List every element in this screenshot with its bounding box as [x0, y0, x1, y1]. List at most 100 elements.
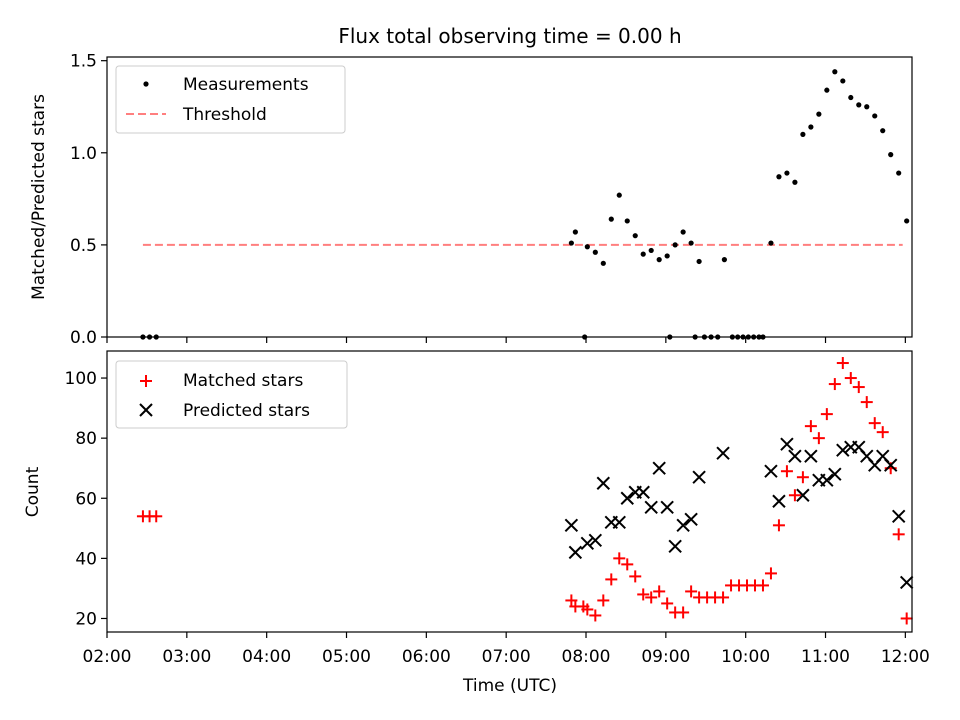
measurement-point: [592, 249, 598, 255]
bottom-panel: 20 40 60 80 100 02:00 03:00 04:00 05:00 06:00 07:…: [23, 350, 930, 696]
bottom-y-tick-label: 20: [75, 609, 97, 629]
x-tick-label: 12:00: [881, 647, 930, 667]
matched-star-point: [772, 519, 785, 532]
bottom-panel-y-label: Count: [23, 466, 43, 517]
measurement-point: [600, 260, 606, 266]
predicted-star-point: [884, 458, 898, 472]
matched-star-point: [605, 573, 618, 586]
x-tick-label: 09:00: [641, 647, 690, 667]
legend-matched-marker: [140, 375, 152, 387]
measurement-point: [824, 87, 830, 93]
x-tick-label: 08:00: [562, 647, 611, 667]
top-panel-y-axis: 0.0 0.5 1.0 1.5: [70, 52, 107, 348]
matched-star-point: [581, 603, 594, 616]
predicted-star-point: [676, 518, 690, 533]
predicted-star-point: [612, 515, 626, 530]
matched-star-point: [780, 465, 793, 478]
predicted-star-point: [828, 467, 842, 481]
measurement-point: [608, 216, 614, 222]
top-y-tick-label: 1.5: [70, 52, 97, 72]
predicted-star-point: [716, 446, 730, 460]
measurement-point: [816, 111, 822, 117]
matched-star-point: [661, 597, 674, 610]
matched-star-point: [629, 570, 642, 583]
matched-star-point: [892, 528, 905, 541]
x-tick-label: 04:00: [242, 647, 291, 667]
bottom-panel-marks: [136, 357, 914, 625]
predicted-star-point: [764, 464, 778, 478]
predicted-star-point: [692, 470, 706, 484]
measurement-point: [784, 170, 790, 176]
predicted-star-point: [596, 476, 611, 490]
predicted-star-point: [780, 437, 794, 451]
matched-star-point: [868, 417, 881, 430]
legend-matched-label: Matched stars: [183, 371, 303, 391]
matched-star-point: [796, 471, 809, 484]
x-tick-label: 06:00: [402, 647, 451, 667]
measurement-point: [664, 253, 670, 259]
matched-star-point: [876, 426, 889, 439]
matched-star-point: [852, 381, 865, 394]
legend-measurements-label: Measurements: [183, 75, 309, 95]
measurement-point: [880, 128, 886, 134]
measurement-point: [624, 218, 630, 224]
matched-star-point: [565, 594, 578, 607]
predicted-star-point: [772, 494, 786, 508]
measurement-point: [680, 229, 686, 235]
measurement-point: [568, 240, 574, 246]
predicted-star-point: [796, 488, 810, 502]
bottom-legend-box: [115, 360, 348, 429]
measurement-point: [848, 94, 854, 101]
legend-measurements-marker: [143, 81, 149, 87]
bottom-y-tick-label: 100: [65, 369, 97, 389]
matched-star-point: [597, 594, 610, 607]
bottom-panel-y-axis: 20 40 60 80 100: [65, 369, 107, 629]
predicted-star-point: [891, 509, 906, 524]
measurement-point: [864, 104, 870, 110]
top-panel-legend: Measurements Threshold: [115, 65, 346, 134]
matched-star-point: [900, 612, 913, 625]
predicted-star-point: [588, 533, 603, 548]
measurement-point: [632, 233, 638, 239]
predicted-star-point: [804, 449, 818, 463]
matched-star-point: [820, 408, 833, 421]
legend-predicted-marker: [139, 403, 153, 417]
measurement-point: [904, 218, 910, 224]
measurement-point: [888, 152, 894, 158]
predicted-star-point: [660, 500, 674, 514]
matched-star-point: [764, 567, 777, 580]
x-tick-label: 11:00: [801, 647, 850, 667]
measurement-point: [808, 124, 814, 130]
x-tick-label: 10:00: [721, 647, 770, 667]
measurement-point: [776, 174, 782, 180]
measurement-point: [768, 240, 774, 246]
predicted-star-point: [684, 512, 698, 527]
x-tick-label: 07:00: [482, 647, 531, 667]
matched-star-point: [756, 579, 769, 592]
matched-star-point: [844, 372, 857, 385]
predicted-star-point: [644, 500, 658, 514]
bottom-y-tick-label: 60: [75, 489, 97, 509]
measurement-point: [648, 247, 654, 254]
legend-predicted-label: Predicted stars: [183, 401, 310, 421]
measurement-point: [896, 170, 902, 176]
top-y-tick-label: 1.0: [70, 144, 97, 164]
matched-star-point: [637, 588, 650, 601]
chart-title: Flux total observing time = 0.00 h: [338, 24, 681, 48]
bottom-panel-x-axis: 02:00 03:00 04:00 05:00 06:00 07:00 08:00 09:00…: [83, 632, 930, 667]
matched-star-point: [685, 585, 698, 598]
measurement-point: [688, 240, 694, 246]
measurement-point: [856, 102, 862, 108]
measurement-point: [656, 257, 662, 263]
top-panel: 0.0 0.5 1.0 1.5 Matched/Predicted stars Mea…: [29, 52, 913, 348]
top-legend-box: [115, 65, 346, 134]
matched-star-point: [828, 378, 841, 391]
predicted-star-point: [668, 539, 682, 554]
measurement-point: [616, 192, 622, 198]
bottom-panel-legend: Matched stars Predicted stars: [115, 360, 348, 429]
bottom-y-tick-label: 40: [75, 549, 97, 569]
measurement-point: [721, 257, 727, 263]
matched-star-point: [812, 432, 825, 445]
top-y-tick-label: 0.0: [70, 328, 97, 348]
